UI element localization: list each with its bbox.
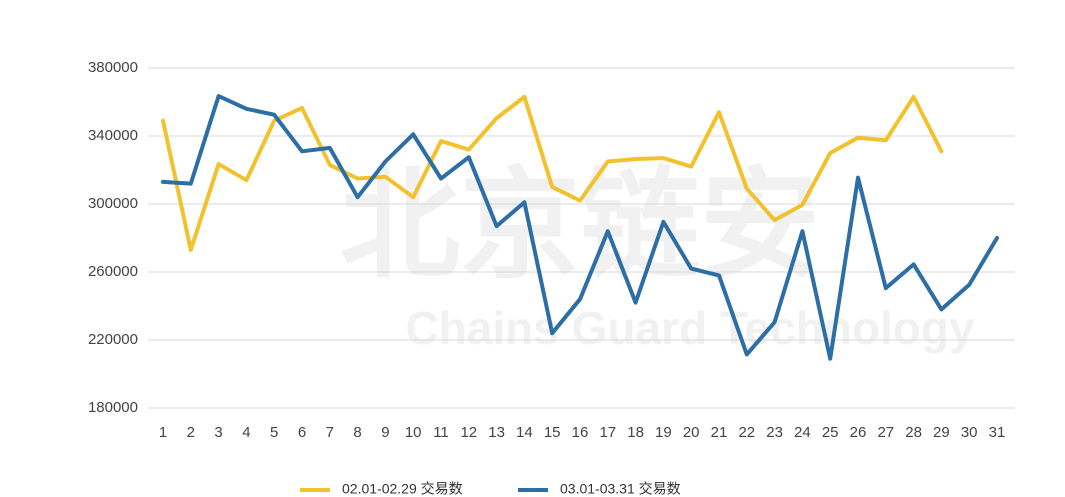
x-tick-label: 4 [242,424,250,441]
x-tick-label: 19 [655,424,672,441]
y-tick-label: 260000 [88,263,138,280]
series-line [161,94,999,361]
legend-label: 03.01-03.31 交易数 [560,481,681,497]
x-tick-label: 6 [298,424,306,441]
x-tick-label: 13 [488,424,505,441]
y-tick-label: 220000 [88,331,138,348]
x-tick-label: 2 [187,424,195,441]
x-tick-label: 1 [159,424,167,441]
watermark: 北京链安 [340,159,820,293]
watermark: Chains Guard Technology [405,302,975,354]
x-tick-label: 28 [905,424,922,441]
x-tick-label: 16 [572,424,589,441]
legend-label: 02.01-02.29 交易数 [342,481,463,497]
x-tick-label: 22 [738,424,755,441]
x-tick-label: 26 [850,424,867,441]
x-tick-label: 21 [711,424,728,441]
x-tick-label: 29 [933,424,950,441]
x-tick-label: 12 [460,424,477,441]
x-tick-label: 25 [822,424,839,441]
x-tick-label: 10 [405,424,422,441]
x-tick-label: 27 [877,424,894,441]
series-line [161,94,944,252]
y-tick-label: 340000 [88,127,138,144]
x-tick-label: 31 [989,424,1006,441]
x-tick-label: 30 [961,424,978,441]
x-tick-label: 24 [794,424,811,441]
x-tick-label: 17 [599,424,616,441]
y-tick-label: 300000 [88,195,138,212]
x-tick-label: 7 [326,424,334,441]
x-tick-label: 11 [433,424,449,441]
x-tick-label: 15 [544,424,561,441]
y-tick-label: 380000 [88,59,138,76]
x-tick-label: 8 [353,424,361,441]
x-tick-label: 20 [683,424,700,441]
x-tick-label: 3 [214,424,222,441]
x-tick-label: 9 [381,424,389,441]
x-tick-label: 5 [270,424,278,441]
x-tick-label: 23 [766,424,783,441]
x-tick-label: 18 [627,424,644,441]
x-tick-label: 14 [516,424,533,441]
y-tick-label: 180000 [88,399,138,416]
